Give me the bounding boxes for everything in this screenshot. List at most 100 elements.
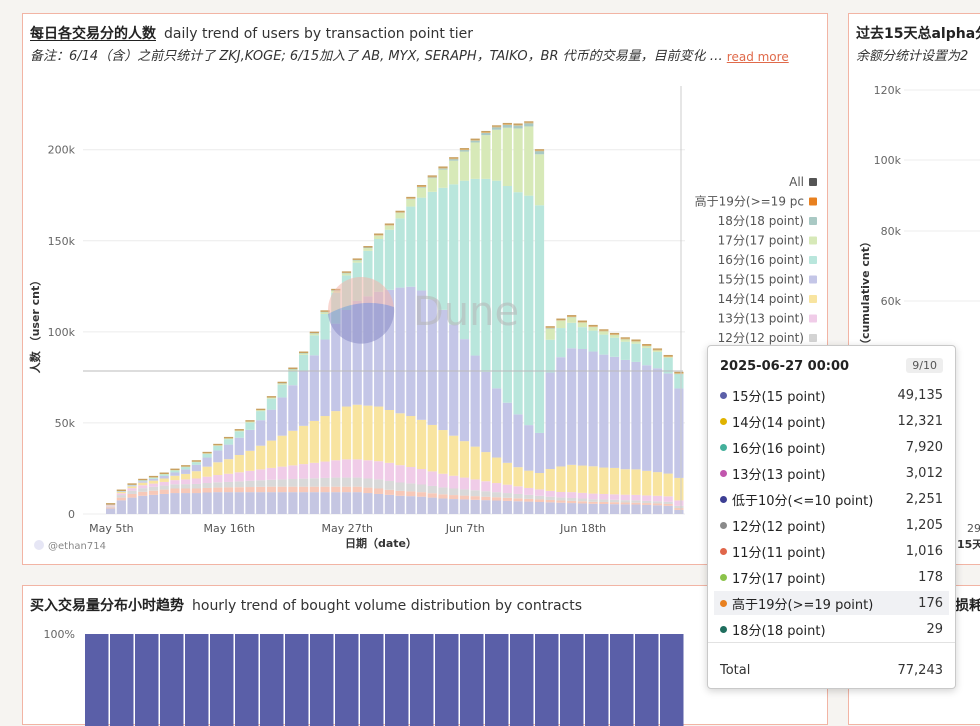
bar-segment[interactable] <box>299 425 309 465</box>
bar-segment[interactable] <box>309 335 319 356</box>
bar-segment[interactable] <box>502 124 512 128</box>
hourly-bar[interactable] <box>535 634 559 726</box>
bar-segment[interactable] <box>256 486 266 493</box>
bar-segment[interactable] <box>492 500 502 514</box>
bar-segment[interactable] <box>416 492 427 497</box>
bar-segment[interactable] <box>416 187 427 198</box>
legend-label[interactable]: 14分(14 point) <box>718 292 804 306</box>
bar-segment[interactable] <box>352 459 362 478</box>
bar-segment[interactable] <box>245 429 255 451</box>
bar-segment[interactable] <box>245 480 255 488</box>
bar-segment[interactable] <box>609 502 620 505</box>
bar-segment[interactable] <box>652 501 663 504</box>
bar-segment[interactable] <box>170 470 180 473</box>
bar-segment[interactable] <box>138 491 148 496</box>
legend-label[interactable]: 16分(16 point) <box>718 253 804 267</box>
bar-segment[interactable] <box>191 483 201 489</box>
bar-segment[interactable] <box>556 320 566 329</box>
bar-segment[interactable] <box>223 473 234 482</box>
bar-segment[interactable] <box>588 326 598 327</box>
bar-segment[interactable] <box>363 296 373 406</box>
bar-segment[interactable] <box>470 479 480 491</box>
bar-segment[interactable] <box>449 495 459 500</box>
bar-segment[interactable] <box>674 388 684 478</box>
bar-segment[interactable] <box>363 405 373 461</box>
bar-segment[interactable] <box>438 309 448 431</box>
bar-segment[interactable] <box>567 492 577 498</box>
bar-segment[interactable] <box>277 384 287 398</box>
bar-segment[interactable] <box>138 481 148 483</box>
bar-segment[interactable] <box>148 477 159 478</box>
bar-segment[interactable] <box>502 484 512 494</box>
bar-segment[interactable] <box>427 191 437 300</box>
bar-segment[interactable] <box>202 487 212 493</box>
bar-segment[interactable] <box>631 340 641 342</box>
bar-segment[interactable] <box>438 169 448 188</box>
bar-segment[interactable] <box>106 508 116 514</box>
bar-segment[interactable] <box>256 480 266 487</box>
bar-segment[interactable] <box>223 459 234 474</box>
bar-segment[interactable] <box>266 486 277 493</box>
panel2-title[interactable]: 过去15天总alpha分 <box>856 26 980 42</box>
bar-segment[interactable] <box>191 461 201 463</box>
bar-segment[interactable] <box>427 178 437 192</box>
bar-segment[interactable] <box>106 505 116 507</box>
bar-segment[interactable] <box>320 477 330 487</box>
bar-segment[interactable] <box>663 473 673 497</box>
bar-segment[interactable] <box>213 462 223 476</box>
bar-segment[interactable] <box>577 327 587 349</box>
bar-segment[interactable] <box>642 504 652 514</box>
bar-segment[interactable] <box>148 494 159 514</box>
bar-segment[interactable] <box>234 481 244 488</box>
bar-segment[interactable] <box>127 485 137 487</box>
bar-segment[interactable] <box>652 503 663 506</box>
bar-segment[interactable] <box>234 454 244 473</box>
bar-segment[interactable] <box>513 467 523 487</box>
bar-segment[interactable] <box>481 496 491 501</box>
bar-segment[interactable] <box>652 349 663 351</box>
bar-segment[interactable] <box>513 124 523 126</box>
bar-segment[interactable] <box>106 504 116 506</box>
bar-segment[interactable] <box>492 483 502 493</box>
bar-segment[interactable] <box>341 310 352 407</box>
bar-segment[interactable] <box>406 496 416 514</box>
bar-segment[interactable] <box>341 272 352 274</box>
bar-segment[interactable] <box>459 477 470 490</box>
bar-segment[interactable] <box>427 485 437 494</box>
bar-segment[interactable] <box>223 492 234 514</box>
bar-segment[interactable] <box>127 490 137 494</box>
bar-segment[interactable] <box>170 472 180 476</box>
bar-segment[interactable] <box>599 331 609 335</box>
bar-segment[interactable] <box>234 437 244 455</box>
bar-segment[interactable] <box>363 248 373 251</box>
bar-segment[interactable] <box>631 341 641 344</box>
bar-segment[interactable] <box>459 339 470 442</box>
bar-segment[interactable] <box>384 224 394 226</box>
bar-segment[interactable] <box>470 178 480 356</box>
bar-segment[interactable] <box>459 149 470 152</box>
bar-segment[interactable] <box>492 497 502 501</box>
bar-segment[interactable] <box>427 493 437 498</box>
bar-segment[interactable] <box>642 346 652 348</box>
bar-segment[interactable] <box>567 503 577 514</box>
bar-segment[interactable] <box>277 383 287 385</box>
legend-label[interactable]: 12分(12 point) <box>718 331 804 345</box>
bar-segment[interactable] <box>309 492 319 514</box>
bar-segment[interactable] <box>652 368 663 473</box>
bar-segment[interactable] <box>352 492 362 514</box>
panel3-title-cn[interactable]: 买入交易量分布小时趋势 <box>30 598 184 614</box>
bar-segment[interactable] <box>663 501 673 504</box>
bar-segment[interactable] <box>416 484 427 493</box>
bar-segment[interactable] <box>609 504 620 514</box>
bar-segment[interactable] <box>599 354 609 468</box>
bar-segment[interactable] <box>116 491 126 492</box>
bar-segment[interactable] <box>620 339 630 342</box>
bar-segment[interactable] <box>363 460 373 479</box>
bar-segment[interactable] <box>513 486 523 494</box>
bar-segment[interactable] <box>213 487 223 493</box>
bar-segment[interactable] <box>374 234 384 236</box>
bar-segment[interactable] <box>352 404 362 460</box>
bar-segment[interactable] <box>191 471 201 479</box>
bar-segment[interactable] <box>502 127 512 186</box>
bar-segment[interactable] <box>481 500 491 514</box>
